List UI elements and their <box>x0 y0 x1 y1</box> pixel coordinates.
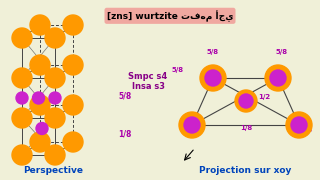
Text: Perspective: Perspective <box>23 166 83 175</box>
Text: 1/8: 1/8 <box>240 125 252 131</box>
Circle shape <box>30 132 50 152</box>
Circle shape <box>291 117 307 133</box>
Circle shape <box>235 90 257 112</box>
Circle shape <box>200 65 226 91</box>
Circle shape <box>63 15 83 35</box>
Text: [zns] wurtzite تفهم أجي: [zns] wurtzite تفهم أجي <box>107 10 233 22</box>
Circle shape <box>12 28 32 48</box>
Circle shape <box>12 108 32 128</box>
Circle shape <box>45 68 65 88</box>
Circle shape <box>45 145 65 165</box>
Circle shape <box>270 70 286 86</box>
Text: Smpc s4
Insa s3: Smpc s4 Insa s3 <box>128 72 168 91</box>
Text: 5/8: 5/8 <box>301 127 313 133</box>
Circle shape <box>63 55 83 75</box>
Text: 1/8: 1/8 <box>118 129 132 138</box>
Text: 5/8: 5/8 <box>207 49 219 55</box>
Text: Projection sur xoy: Projection sur xoy <box>199 166 291 175</box>
Circle shape <box>205 70 221 86</box>
Circle shape <box>49 92 61 104</box>
Circle shape <box>286 112 312 138</box>
Circle shape <box>45 28 65 48</box>
Circle shape <box>63 95 83 115</box>
Circle shape <box>239 94 253 108</box>
Circle shape <box>33 92 44 104</box>
Circle shape <box>179 112 205 138</box>
Text: 5/8: 5/8 <box>172 67 184 73</box>
Circle shape <box>30 15 50 35</box>
Text: 1/2: 1/2 <box>258 94 270 100</box>
Circle shape <box>184 117 200 133</box>
Circle shape <box>265 65 291 91</box>
Circle shape <box>12 145 32 165</box>
Circle shape <box>16 92 28 104</box>
Circle shape <box>36 123 48 134</box>
Circle shape <box>63 132 83 152</box>
Circle shape <box>30 55 50 75</box>
Circle shape <box>12 68 32 88</box>
Circle shape <box>45 108 65 128</box>
Text: 5/8: 5/8 <box>276 49 288 55</box>
Circle shape <box>30 95 50 115</box>
Text: 5/8: 5/8 <box>118 91 131 100</box>
